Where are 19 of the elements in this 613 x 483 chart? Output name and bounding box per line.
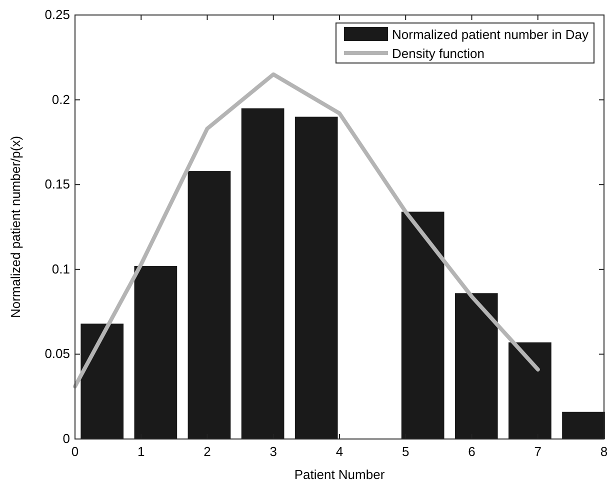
- line-series: [73, 72, 540, 388]
- x-tick-label: 6: [468, 444, 476, 459]
- y-tick-label: 0: [62, 431, 70, 446]
- y-tick-label: 0.2: [52, 92, 70, 107]
- legend-label: Density function: [392, 46, 484, 61]
- x-tick-label: 3: [270, 444, 277, 459]
- y-tick-label: 0.05: [44, 346, 70, 362]
- x-axis-title: Patient Number: [294, 467, 386, 482]
- y-tick-label: 0.1: [52, 261, 70, 276]
- x-tick-label: 7: [534, 444, 542, 459]
- x-tick-label: 8: [600, 444, 608, 459]
- y-tick-label: 0.25: [44, 7, 70, 22]
- y-axis-title: Normalized patient number/p(x): [8, 136, 23, 318]
- x-tick-label: 5: [402, 444, 410, 459]
- legend-label: Normalized patient number in Day: [392, 27, 590, 42]
- x-tick-label: 1: [138, 444, 145, 459]
- y-tick-label: 0.15: [44, 176, 70, 192]
- x-tick-label: 4: [336, 444, 344, 459]
- x-tick-label: 2: [204, 444, 211, 459]
